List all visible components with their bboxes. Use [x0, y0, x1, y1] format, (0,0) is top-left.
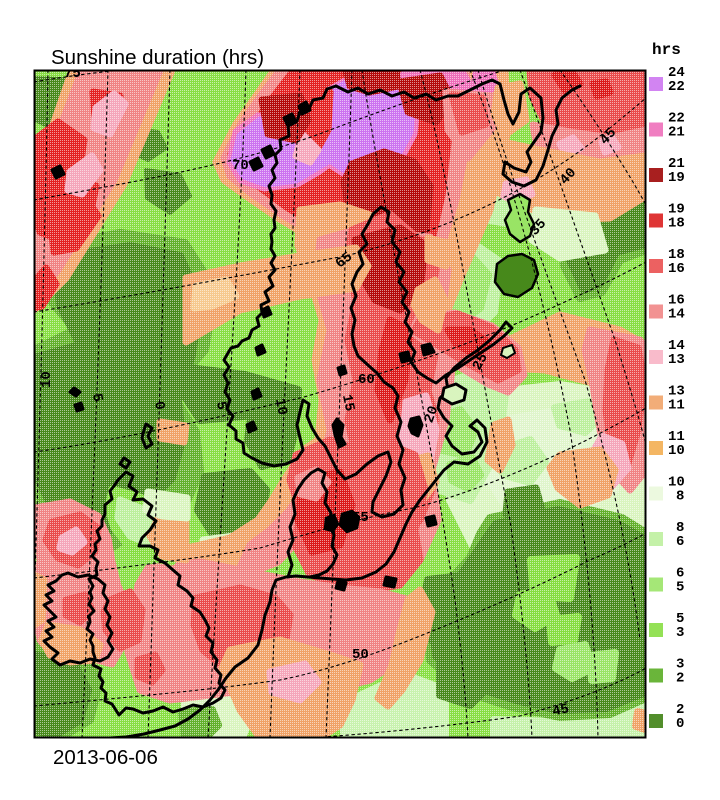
- svg-text:0: 0: [150, 400, 167, 411]
- svg-text:10: 10: [271, 397, 290, 416]
- svg-text:11: 11: [668, 398, 685, 414]
- svg-text:2: 2: [676, 702, 684, 718]
- svg-text:16: 16: [668, 261, 685, 277]
- svg-text:13: 13: [668, 352, 685, 368]
- svg-text:19: 19: [668, 170, 685, 186]
- svg-text:10: 10: [39, 371, 55, 388]
- svg-text:3: 3: [676, 625, 684, 641]
- svg-text:16: 16: [668, 293, 685, 309]
- svg-text:15: 15: [338, 393, 357, 413]
- svg-text:19: 19: [668, 202, 685, 218]
- svg-text:50: 50: [352, 647, 369, 663]
- svg-text:2013-06-06: 2013-06-06: [53, 746, 158, 769]
- svg-text:13: 13: [668, 384, 685, 400]
- svg-text:hrs: hrs: [652, 41, 681, 59]
- svg-text:18: 18: [668, 247, 685, 263]
- svg-text:60: 60: [358, 372, 375, 388]
- svg-text:24: 24: [668, 65, 685, 81]
- svg-text:5: 5: [676, 611, 684, 627]
- svg-text:22: 22: [668, 79, 685, 95]
- svg-text:3: 3: [676, 657, 684, 673]
- svg-text:22: 22: [668, 111, 685, 127]
- svg-text:75: 75: [64, 66, 81, 82]
- svg-text:2: 2: [676, 671, 684, 687]
- svg-text:18: 18: [668, 216, 685, 232]
- svg-text:70: 70: [232, 158, 249, 174]
- svg-text:Sunshine duration (hrs): Sunshine duration (hrs): [51, 46, 264, 69]
- svg-text:20: 20: [422, 404, 443, 425]
- svg-text:5: 5: [88, 392, 105, 403]
- svg-text:6: 6: [676, 534, 684, 550]
- svg-text:21: 21: [668, 125, 685, 141]
- svg-text:8: 8: [676, 489, 684, 505]
- svg-text:5: 5: [212, 400, 229, 411]
- svg-text:10: 10: [668, 443, 685, 459]
- svg-text:21: 21: [668, 156, 685, 172]
- svg-text:45: 45: [551, 701, 571, 720]
- svg-text:14: 14: [668, 338, 685, 354]
- svg-text:6: 6: [676, 566, 684, 582]
- svg-text:0: 0: [676, 716, 684, 732]
- svg-text:25: 25: [470, 351, 492, 373]
- svg-text:55: 55: [352, 510, 369, 526]
- svg-text:8: 8: [676, 520, 684, 536]
- svg-text:10: 10: [668, 475, 685, 491]
- svg-text:5: 5: [676, 580, 684, 596]
- svg-text:11: 11: [668, 429, 685, 445]
- svg-text:14: 14: [668, 307, 685, 323]
